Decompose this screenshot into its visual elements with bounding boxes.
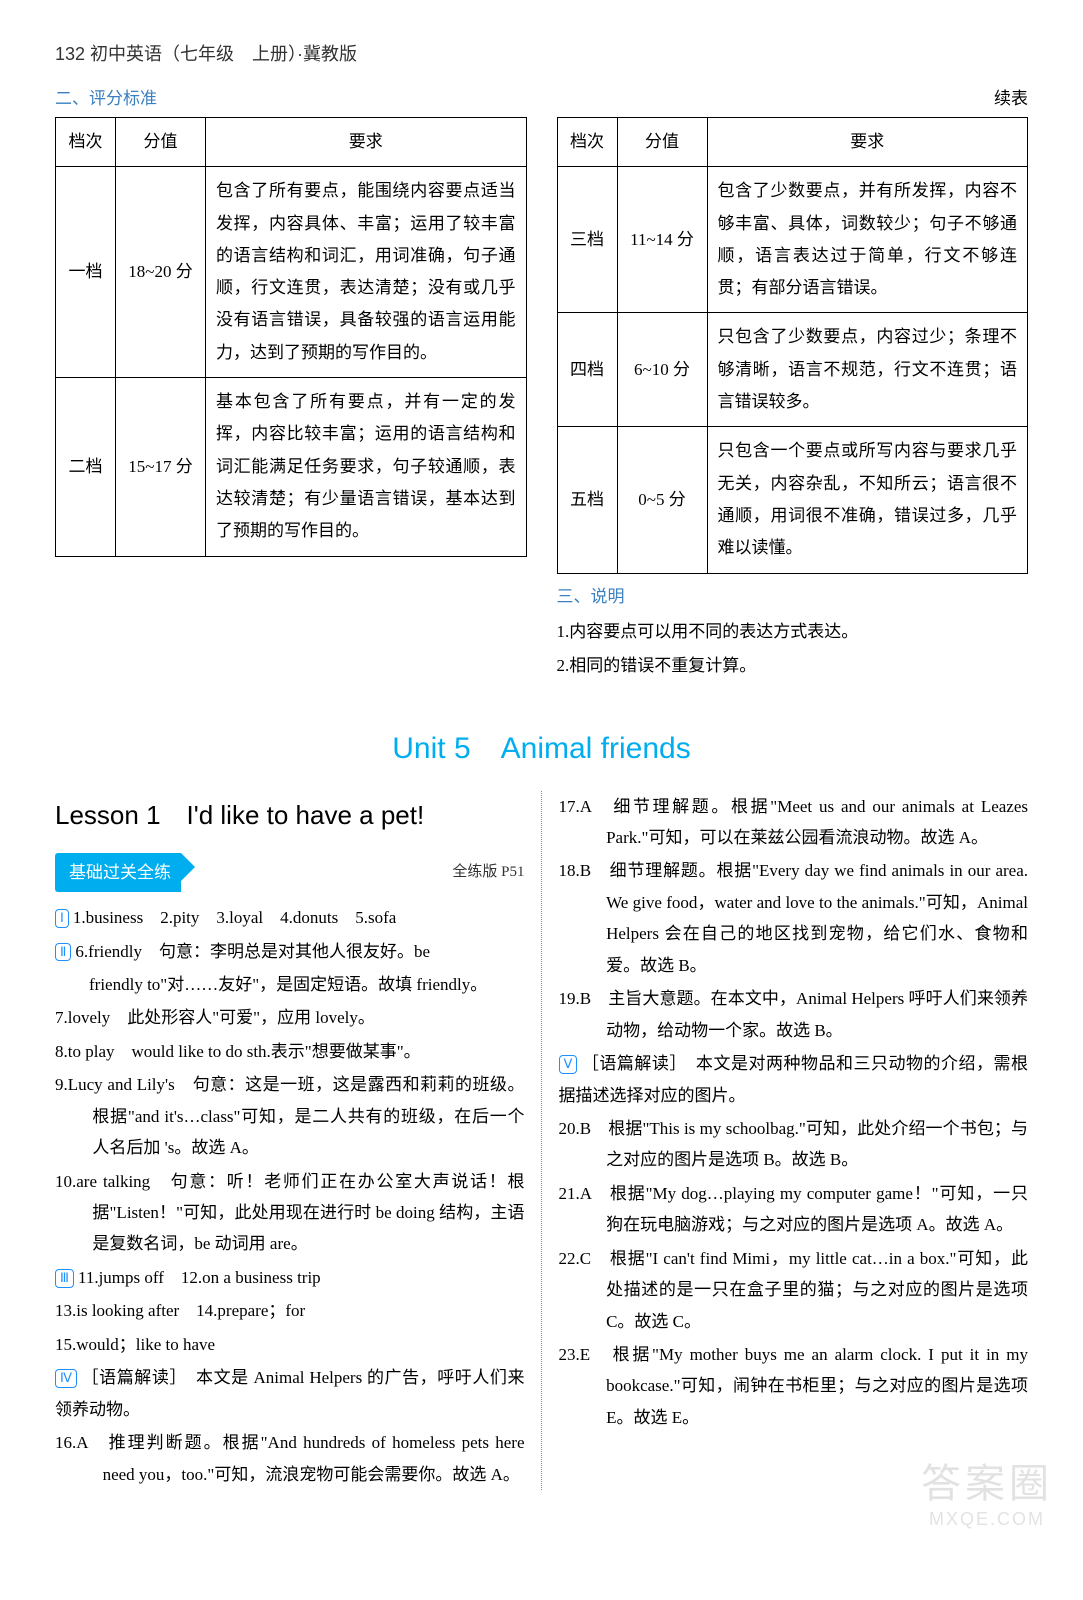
cell-score: 18~20 分 — [116, 167, 206, 378]
answer-line: 22.C 根据"I can't find Mimi，my little cat…… — [559, 1243, 1029, 1337]
continued-label: 续表 — [557, 84, 1029, 109]
unit-title: Unit 5 Animal friends — [55, 723, 1028, 767]
note-line: 1.内容要点可以用不同的表达方式表达。 — [557, 615, 1029, 649]
section-2-label: 二、评分标准 — [55, 84, 527, 109]
answer-line: 9.Lucy and Lily's 句意：这是一班，这是露西和莉莉的班级。根据"… — [55, 1069, 525, 1163]
watermark-line1: 答案圈 — [921, 1451, 1053, 1509]
watermark-line2: MXQE.COM — [921, 1509, 1053, 1530]
text: 1.business 2.pity 3.loyal 4.donuts 5.sof… — [73, 908, 396, 927]
cell-req: 只包含了少数要点，内容过少；条理不够清晰，语言不规范，行文不连贯；语言错误较多。 — [707, 313, 1028, 427]
table-header-row: 档次 分值 要求 — [557, 118, 1028, 167]
roman-i-icon: Ⅰ — [55, 909, 69, 928]
answer-line: Ⅲ11.jumps off 12.on a business trip — [55, 1262, 525, 1293]
answer-line: Ⅳ［语篇解读］ 本文是 Animal Helpers 的广告，呼吁人们来领养动物… — [55, 1362, 525, 1425]
answer-line: Ⅱ6.friendly 句意：李明总是对其他人很友好。be — [55, 936, 525, 967]
answer-line: 15.would；like to have — [55, 1329, 525, 1360]
th-grade: 档次 — [557, 118, 617, 167]
note-line: 2.相同的错误不重复计算。 — [557, 649, 1029, 683]
table-row: 三档 11~14 分 包含了少数要点，并有所发挥，内容不够丰富、具体，词数较少；… — [557, 167, 1028, 313]
answer-line: 21.A 根据"My dog…playing my computer game！… — [559, 1178, 1029, 1241]
table-row: 四档 6~10 分 只包含了少数要点，内容过少；条理不够清晰，语言不规范，行文不… — [557, 313, 1028, 427]
roman-iv-icon: Ⅳ — [55, 1369, 77, 1388]
table-row: 二档 15~17 分 基本包含了所有要点，并有一定的发挥，内容比较丰富；运用的语… — [56, 378, 527, 556]
roman-iii-icon: Ⅲ — [55, 1269, 74, 1288]
text: 11.jumps off 12.on a business trip — [78, 1268, 321, 1287]
answer-line: 8.to play would like to do sth.表示"想要做某事"… — [55, 1036, 525, 1067]
rubric-table-left: 档次 分值 要求 一档 18~20 分 包含了所有要点，能围绕内容要点适当发挥，… — [55, 117, 527, 557]
cell-req: 只包含一个要点或所写内容与要求几乎无关，内容杂乱，不知所云；语言很不通顺，用词很… — [707, 427, 1028, 573]
rubric-right-col: 续表 档次 分值 要求 三档 11~14 分 包含了少数要点，并有所发挥，内容不… — [557, 84, 1029, 683]
table-header-row: 档次 分值 要求 — [56, 118, 527, 167]
notes-block: 1.内容要点可以用不同的表达方式表达。 2.相同的错误不重复计算。 — [557, 615, 1029, 683]
cell-grade: 一档 — [56, 167, 116, 378]
answer-line: 19.B 主旨大意题。在本文中，Animal Helpers 呼吁人们来领养动物… — [559, 983, 1029, 1046]
page-header: 132 初中英语（七年级 上册）·冀教版 — [55, 40, 1028, 66]
answer-line: Ⅰ1.business 2.pity 3.loyal 4.donuts 5.so… — [55, 902, 525, 933]
cell-score: 11~14 分 — [617, 167, 707, 313]
answer-line: 16.A 推理判断题。根据"And hundreds of homeless p… — [55, 1427, 525, 1490]
section-pill: 基础过关全练 — [55, 853, 181, 892]
text: 6.friendly 句意：李明总是对其他人很友好。be — [75, 942, 430, 961]
section-3-label: 三、说明 — [557, 582, 1029, 607]
answer-line: 7.lovely 此处形容人"可爱"，应用 lovely。 — [55, 1002, 525, 1033]
th-score: 分值 — [116, 118, 206, 167]
cell-grade: 二档 — [56, 378, 116, 556]
cell-grade: 五档 — [557, 427, 617, 573]
rubric-table-right: 档次 分值 要求 三档 11~14 分 包含了少数要点，并有所发挥，内容不够丰富… — [557, 117, 1029, 574]
cell-req: 包含了少数要点，并有所发挥，内容不够丰富、具体，词数较少；句子不够通顺，语言表达… — [707, 167, 1028, 313]
page-ref: 全练版 P51 — [452, 859, 524, 887]
answer-line: 20.B 根据"This is my schoolbag."可知，此处介绍一个书… — [559, 1113, 1029, 1176]
roman-ii-icon: Ⅱ — [55, 943, 71, 962]
cell-score: 15~17 分 — [116, 378, 206, 556]
cell-req: 包含了所有要点，能围绕内容要点适当发挥，内容具体、丰富；运用了较丰富的语言结构和… — [206, 167, 527, 378]
cell-grade: 三档 — [557, 167, 617, 313]
watermark: 答案圈 MXQE.COM — [921, 1451, 1053, 1530]
th-grade: 档次 — [56, 118, 116, 167]
table-row: 五档 0~5 分 只包含一个要点或所写内容与要求几乎无关，内容杂乱，不知所云；语… — [557, 427, 1028, 573]
table-row: 一档 18~20 分 包含了所有要点，能围绕内容要点适当发挥，内容具体、丰富；运… — [56, 167, 527, 378]
text: ［语篇解读］ 本文是对两种物品和三只动物的介绍，需根据描述选择对应的图片。 — [559, 1054, 1029, 1104]
answer-line: 23.E 根据"My mother buys me an alarm clock… — [559, 1339, 1029, 1433]
th-req: 要求 — [206, 118, 527, 167]
answer-line: 13.is looking after 14.prepare；for — [55, 1295, 525, 1326]
cell-score: 6~10 分 — [617, 313, 707, 427]
answer-line: 18.B 细节理解题。根据"Every day we find animals … — [559, 855, 1029, 981]
rubric-area: 二、评分标准 档次 分值 要求 一档 18~20 分 包含了所有要点，能围绕内容… — [55, 84, 1028, 683]
answer-line: friendly to"对……友好"，是固定短语。故填 friendly。 — [55, 969, 525, 1000]
cell-req: 基本包含了所有要点，并有一定的发挥，内容比较丰富；运用的语言结构和词汇能满足任务… — [206, 378, 527, 556]
cell-score: 0~5 分 — [617, 427, 707, 573]
th-score: 分值 — [617, 118, 707, 167]
rubric-left-col: 二、评分标准 档次 分值 要求 一档 18~20 分 包含了所有要点，能围绕内容… — [55, 84, 527, 683]
pill-row: 基础过关全练 全练版 P51 — [55, 853, 525, 892]
answer-line: 17.A 细节理解题。根据"Meet us and our animals at… — [559, 791, 1029, 854]
answer-line: 10.are talking 句意：听！老师们正在办公室大声说话！根据"List… — [55, 1166, 525, 1260]
answer-line: Ⅴ［语篇解读］ 本文是对两种物品和三只动物的介绍，需根据描述选择对应的图片。 — [559, 1048, 1029, 1111]
th-req: 要求 — [707, 118, 1028, 167]
cell-grade: 四档 — [557, 313, 617, 427]
text: ［语篇解读］ 本文是 Animal Helpers 的广告，呼吁人们来领养动物。 — [55, 1368, 525, 1418]
lesson-title: Lesson 1 I'd like to have a pet! — [55, 791, 525, 839]
roman-v-icon: Ⅴ — [559, 1055, 578, 1074]
answers-area: Lesson 1 I'd like to have a pet! 基础过关全练 … — [55, 791, 1028, 1490]
